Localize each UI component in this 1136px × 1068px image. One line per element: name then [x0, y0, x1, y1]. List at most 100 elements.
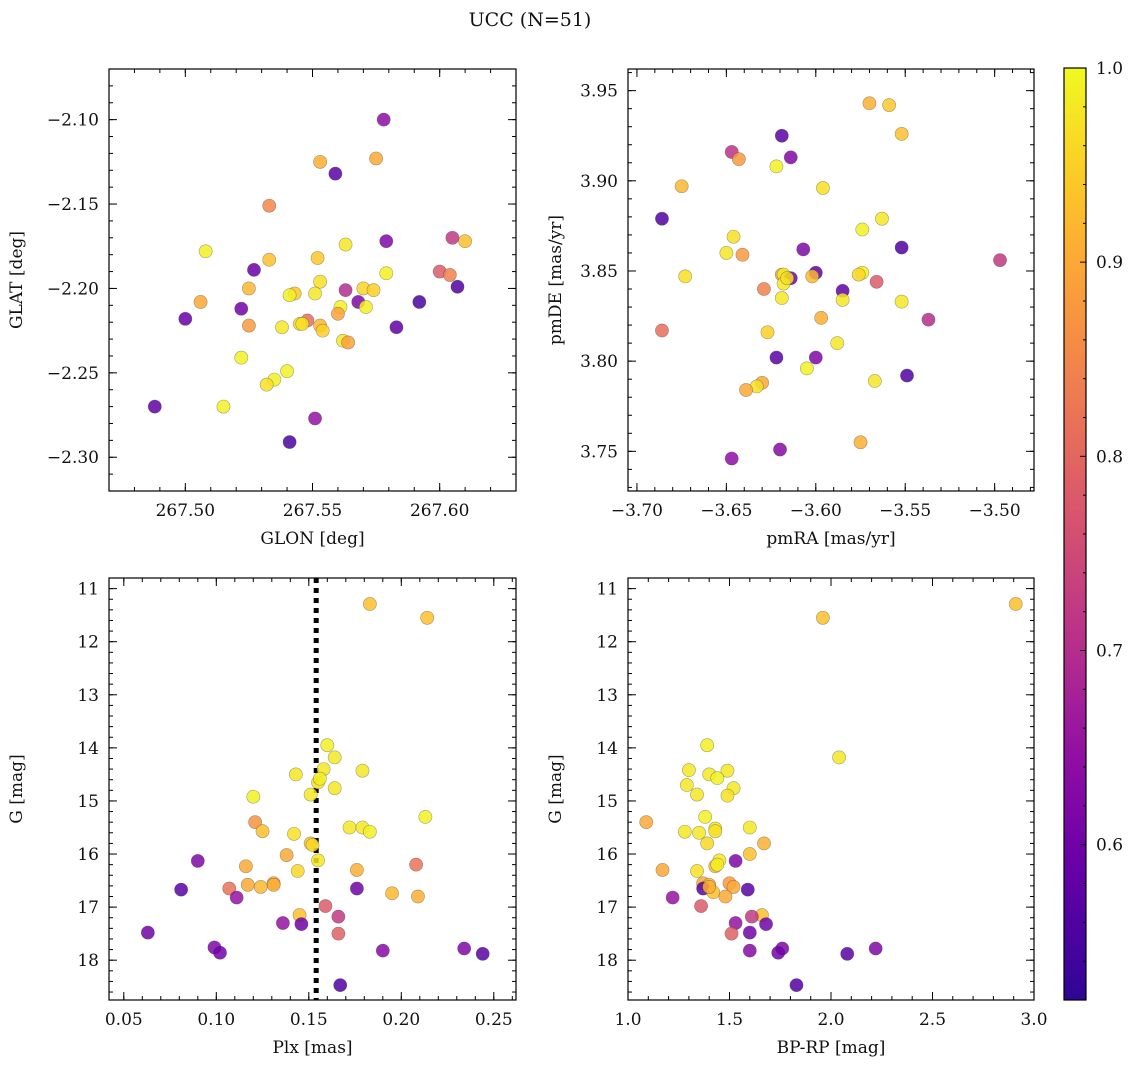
scatter-point: [313, 154, 328, 169]
scatter-point: [698, 809, 713, 824]
y-tick-label: 3.85: [580, 262, 618, 282]
scatter-point: [816, 181, 830, 195]
scatter-point: [198, 244, 213, 259]
scatter-point: [282, 288, 297, 303]
scatter-point: [744, 909, 759, 924]
figure-title: UCC (N=51): [469, 9, 592, 31]
x-tick-label: 1.5: [716, 1010, 743, 1030]
y-tick-label: 3.90: [580, 172, 618, 192]
scatter-point: [305, 838, 320, 852]
scatter-point: [869, 274, 884, 289]
scatter-point: [665, 890, 680, 905]
scatter-point: [310, 251, 325, 265]
scatter-point: [1008, 597, 1023, 611]
y-tick-label: 13: [77, 686, 99, 706]
scatter-point: [246, 789, 261, 804]
scatter-point: [282, 435, 297, 449]
scatter-point: [275, 320, 289, 335]
scatter-point: [655, 211, 669, 226]
scatter-point: [690, 864, 704, 878]
scatter-point: [262, 252, 277, 267]
scatter-point: [700, 738, 715, 753]
y-tick-label: 17: [77, 898, 99, 918]
scatter-point: [312, 771, 327, 786]
scatter-point: [875, 211, 889, 226]
scatter-point: [769, 159, 784, 174]
scatter-point: [851, 267, 866, 282]
x-tick-label: 1.0: [614, 1010, 641, 1030]
colorbar-tick-label: 1.0: [1096, 59, 1123, 79]
scatter-point: [799, 361, 814, 376]
scatter-point: [783, 150, 798, 165]
scatter-point: [445, 230, 460, 245]
x-tick-label: −3.65: [700, 501, 752, 521]
scatter-point: [771, 945, 786, 960]
scatter-point: [835, 292, 850, 307]
scatter-point: [409, 857, 423, 872]
scatter-point: [450, 279, 465, 294]
y-tick-label: 15: [77, 792, 99, 812]
x-axis-label: BP-RP [mag]: [777, 1038, 886, 1058]
scatter-point: [342, 820, 357, 835]
scatter-point: [882, 98, 897, 112]
y-tick-label: −2.30: [47, 448, 99, 468]
x-tick-label: 2.0: [817, 1010, 844, 1030]
scatter-point: [720, 763, 735, 778]
scatter-point: [369, 151, 383, 166]
scatter-point: [338, 237, 353, 252]
scatter-point: [327, 750, 342, 765]
scatter-point: [222, 881, 237, 896]
scatter-point: [815, 610, 830, 625]
scatter-point: [366, 283, 381, 298]
scatter-point: [190, 854, 205, 868]
scatter-point: [773, 442, 787, 457]
scatter-point: [328, 166, 343, 181]
scatter-point: [385, 886, 399, 901]
scatter-point: [193, 295, 208, 309]
scatter-point: [832, 750, 847, 765]
scatter-point: [921, 312, 936, 327]
scatter-point: [690, 787, 704, 802]
scatter-point: [331, 926, 346, 941]
y-tick-label: 12: [596, 633, 618, 653]
x-axis-label: pmRA [mas/yr]: [766, 529, 895, 549]
scatter-point: [290, 864, 305, 878]
y-tick-label: 3.95: [580, 82, 618, 102]
scatter-point: [255, 824, 270, 839]
panel-4: 1.0 1.5 2.0 2.5 3.0 11 12 13 14 15 16 17 18 BP-RP [ma…: [546, 577, 1048, 1058]
scatter-point: [315, 323, 330, 338]
scatter-point: [760, 325, 775, 340]
scatter-point: [735, 247, 750, 262]
y-tick-label: −2.20: [47, 279, 99, 299]
scatter-point: [376, 112, 391, 127]
scatter-point: [742, 847, 757, 861]
panels: 267.50 267.55 267.60 −2.30 −2.25 −2.20 −2.15 −2…: [7, 68, 1048, 1058]
scatter-point: [757, 282, 771, 296]
scatter-point: [288, 767, 303, 782]
scatter-point: [362, 824, 377, 839]
scatter-point: [266, 877, 281, 892]
x-tick-label: 267.50: [156, 501, 215, 521]
scatter-point: [247, 262, 261, 277]
scatter-point: [320, 738, 335, 753]
scatter-point: [457, 941, 472, 956]
scatter-point: [280, 364, 294, 379]
scatter-point: [710, 771, 725, 786]
colorbar-tick-label: 0.7: [1096, 642, 1123, 662]
scatter-point: [147, 399, 162, 414]
axes-frame: [108, 68, 517, 492]
scatter-point: [694, 899, 708, 913]
scatter-point: [731, 152, 746, 167]
x-tick-label: 0.20: [382, 1010, 420, 1030]
scatter-point: [178, 311, 193, 326]
y-tick-label: 16: [596, 845, 618, 865]
scatter-point: [303, 787, 318, 802]
scatter-point: [718, 889, 733, 904]
scatter-point: [262, 198, 277, 213]
x-tick-label: 0.25: [475, 1010, 513, 1030]
scatter-point: [720, 788, 735, 803]
scatter-point: [275, 916, 290, 930]
scatter-point: [213, 945, 227, 960]
scatter-point: [279, 848, 294, 862]
scatter-point: [308, 411, 322, 426]
